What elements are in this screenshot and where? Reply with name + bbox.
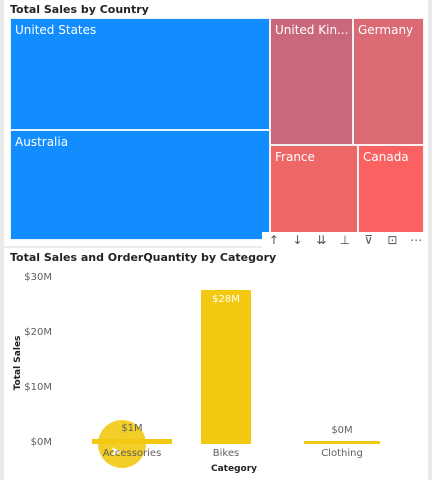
y-tick-label: $20M [24,327,52,338]
tile-label: Canada [363,150,409,164]
treemap-tile-united-kingdom[interactable]: United Kin... [270,18,353,145]
tile-label: United Kin... [275,23,349,37]
x-tick-label: Clothing [321,448,363,459]
y-tick-label: $30M [24,272,52,283]
tile-label: Germany [358,23,414,37]
treemap-tile-united-states[interactable]: United States [10,18,270,130]
data-label: $0M [331,425,353,436]
y-tick-label: $10M [24,382,52,393]
double-arrow-down-icon[interactable]: ⇊ [316,233,327,247]
expand-hierarchy-icon[interactable]: ⊥ [339,233,351,247]
bar-bikes[interactable] [201,290,251,444]
treemap-tile-france[interactable]: France [270,145,358,240]
more-options-icon[interactable]: ⋯ [410,233,423,247]
chart-title: Total Sales and OrderQuantity by Categor… [10,251,277,264]
treemap-title: Total Sales by Country [10,3,149,16]
bar-chart-visual[interactable]: Total Sales and OrderQuantity by Categor… [4,248,428,480]
treemap-tile-canada[interactable]: Canada [358,145,424,240]
visual-header-toolbar: ↑ ↓ ⇊ ⊥ ⊽ ⊡ ⋯ [262,232,428,248]
treemap-tile-germany[interactable]: Germany [353,18,424,145]
data-label: $1M [121,422,143,434]
x-tick-label: Bikes [212,448,240,459]
x-axis-title: Category [210,464,257,474]
focus-mode-icon[interactable]: ⊡ [387,233,398,247]
treemap-visual[interactable]: Total Sales by Country United States Aus… [4,0,428,246]
bar-clothing[interactable] [304,441,380,444]
arrow-up-icon[interactable]: ↑ [268,233,279,247]
treemap-tile-australia[interactable]: Australia [10,130,270,240]
tile-label: France [275,150,315,164]
tile-label: United States [15,23,97,37]
data-label: $28M [212,294,240,305]
y-tick-label: $0M [30,437,52,448]
click-highlight [98,420,146,468]
x-tick-label: Accessories [102,448,162,459]
arrow-down-icon[interactable]: ↓ [292,233,303,247]
cursor-icon: ➤ [110,444,122,460]
tile-label: Australia [15,135,69,149]
filter-icon[interactable]: ⊽ [364,233,374,247]
bar-accessories[interactable] [92,438,172,444]
